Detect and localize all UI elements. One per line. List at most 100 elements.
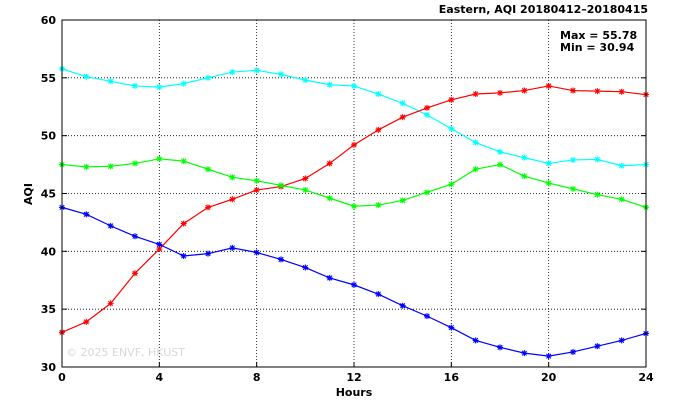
data-point-marker <box>570 185 576 192</box>
y-tick-label: 55 <box>41 72 56 85</box>
data-point-marker <box>180 158 187 165</box>
x-tick-label: 24 <box>638 371 654 384</box>
data-point-marker <box>107 163 114 170</box>
data-point-marker <box>132 82 138 89</box>
data-point-marker <box>302 77 309 84</box>
y-tick-label: 45 <box>41 188 56 201</box>
data-point-marker <box>278 182 284 189</box>
data-point-marker <box>83 163 90 170</box>
data-point-marker <box>180 220 187 227</box>
chart-title: Eastern, AQI 20180412–20180415 <box>439 3 648 16</box>
data-point-marker <box>229 69 236 76</box>
data-point-marker <box>351 82 357 89</box>
data-point-marker <box>205 74 211 81</box>
data-point-marker <box>156 246 163 253</box>
data-point-marker <box>156 241 163 248</box>
tick-labels: 0 4 8 12 16 20 24 30 35 40 45 50 55 60 <box>41 14 654 384</box>
data-point-marker <box>618 196 625 203</box>
axis-ticks <box>61 19 647 368</box>
y-tick-label: 40 <box>41 245 57 258</box>
data-point-marker <box>351 141 357 148</box>
data-point-marker <box>83 73 90 80</box>
data-point-marker <box>302 187 309 194</box>
data-point-marker <box>132 270 138 277</box>
y-tick-label: 30 <box>41 361 57 374</box>
data-point-marker <box>399 114 406 121</box>
data-point-marker <box>107 300 114 307</box>
data-point-marker <box>399 100 406 107</box>
data-point-marker <box>253 187 260 194</box>
data-point-marker <box>229 244 236 251</box>
data-point-marker <box>594 156 601 163</box>
data-point-marker <box>351 281 357 288</box>
data-point-marker <box>570 156 576 163</box>
data-point-marker <box>107 222 114 229</box>
data-point-marker <box>618 337 625 344</box>
data-point-marker <box>448 125 455 132</box>
data-point-marker <box>521 173 528 180</box>
data-point-marker <box>497 161 503 168</box>
data-point-marker <box>618 88 625 95</box>
data-point-marker <box>594 343 601 350</box>
data-point-marker <box>278 256 284 263</box>
data-point-marker <box>107 78 114 85</box>
data-point-marker <box>424 189 430 196</box>
data-point-marker <box>594 191 601 198</box>
data-point-marker <box>229 196 236 203</box>
data-point-marker <box>545 180 552 187</box>
data-point-marker <box>278 71 284 78</box>
data-point-marker <box>521 87 528 94</box>
data-point-marker <box>375 291 382 298</box>
x-tick-label: 12 <box>346 371 361 384</box>
data-point-marker <box>375 126 382 133</box>
data-point-marker <box>472 337 479 344</box>
data-point-marker <box>424 313 430 320</box>
data-point-marker <box>156 84 163 91</box>
data-point-marker <box>570 87 576 94</box>
data-point-marker <box>472 166 479 173</box>
data-point-marker <box>180 252 187 259</box>
data-point-marker <box>472 91 479 98</box>
data-point-marker <box>253 249 260 256</box>
data-point-marker <box>497 148 503 155</box>
data-point-marker <box>132 160 138 167</box>
y-tick-label: 60 <box>41 14 57 27</box>
data-point-marker <box>472 139 479 146</box>
data-point-marker <box>448 181 455 188</box>
x-tick-label: 16 <box>444 371 460 384</box>
data-point-marker <box>326 81 333 88</box>
y-tick-label: 35 <box>41 303 56 316</box>
series-2 <box>59 155 649 211</box>
data-point-marker <box>594 88 601 95</box>
data-point-marker <box>545 160 552 167</box>
data-point-marker <box>399 302 406 309</box>
data-point-marker <box>497 344 503 351</box>
data-point-marker <box>351 203 357 210</box>
data-point-marker <box>205 250 211 257</box>
data-point-marker <box>302 175 309 182</box>
data-point-marker <box>618 162 625 169</box>
data-point-marker <box>570 348 576 355</box>
data-point-marker <box>545 353 552 360</box>
data-point-marker <box>424 104 430 111</box>
data-point-marker <box>180 80 187 87</box>
max-stat: Max = 55.78 <box>560 29 637 42</box>
data-point-marker <box>326 160 333 167</box>
data-point-marker <box>253 67 260 74</box>
data-point-marker <box>205 166 211 173</box>
series-0 <box>59 65 649 169</box>
data-point-marker <box>497 89 503 96</box>
data-point-marker <box>521 350 528 357</box>
x-tick-label: 0 <box>58 371 66 384</box>
x-axis-label: Hours <box>336 386 373 399</box>
data-point-marker <box>229 174 236 181</box>
data-point-marker <box>545 82 552 89</box>
x-tick-label: 8 <box>253 371 261 384</box>
watermark: © 2025 ENVF, HKUST <box>66 346 185 359</box>
data-point-marker <box>302 264 309 271</box>
data-point-marker <box>326 274 333 281</box>
data-point-marker <box>399 197 406 204</box>
data-point-marker <box>424 111 430 118</box>
x-tick-label: 20 <box>541 371 557 384</box>
